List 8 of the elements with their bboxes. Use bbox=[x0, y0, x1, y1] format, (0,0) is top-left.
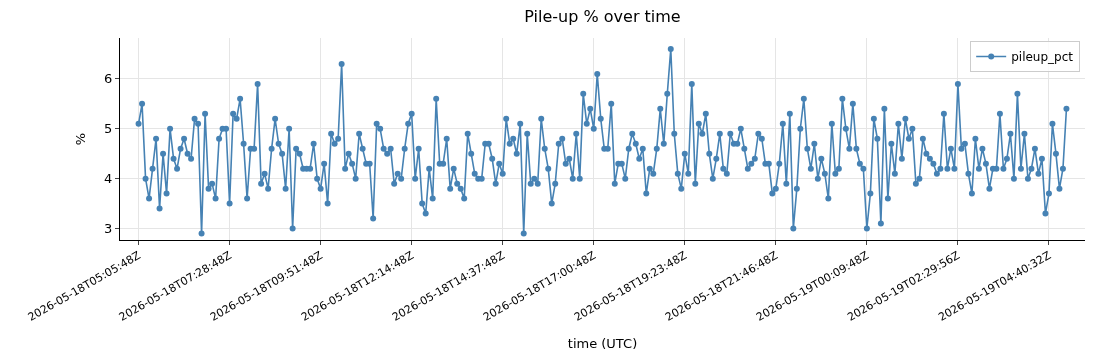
y-tick-label: 3 bbox=[104, 221, 113, 237]
y-axis-title: % bbox=[72, 132, 88, 146]
x-axis-title: time (UTC) bbox=[567, 335, 638, 351]
y-tick-label: 6 bbox=[104, 71, 113, 87]
legend-label: pileup_pct bbox=[1011, 50, 1074, 65]
y-tick-label: 5 bbox=[104, 121, 113, 137]
y-tick-label: 4 bbox=[104, 171, 113, 187]
chart-title: Pile-up % over time bbox=[524, 7, 681, 26]
